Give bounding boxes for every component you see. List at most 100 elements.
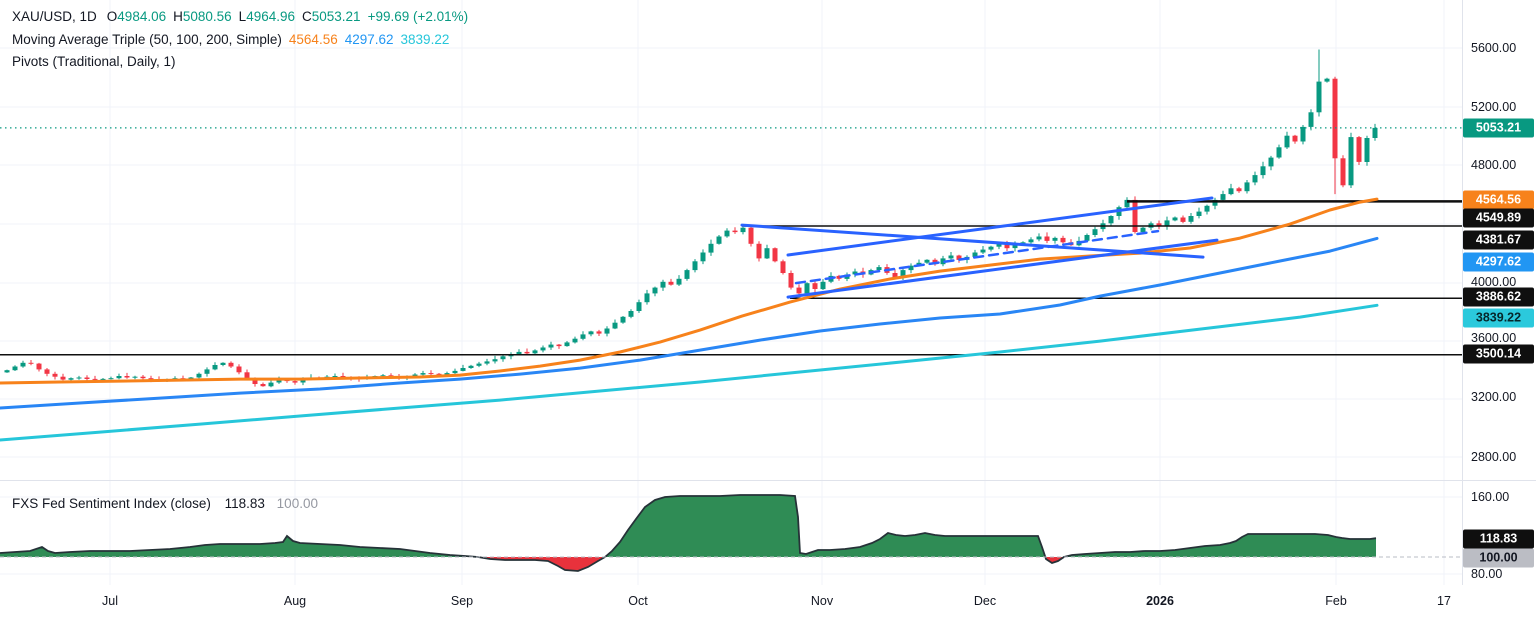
candle — [548, 344, 554, 348]
time-axis-label: Aug — [283, 594, 307, 608]
time-axis-label: Oct — [628, 594, 648, 608]
candle — [620, 316, 626, 323]
candle — [772, 248, 778, 262]
candle — [420, 373, 426, 375]
price-badge: 3839.22 — [1463, 308, 1534, 328]
candle — [660, 281, 666, 288]
candle — [692, 261, 698, 271]
candle — [684, 270, 690, 279]
candle — [108, 378, 114, 380]
candle — [1124, 199, 1130, 208]
candle — [1300, 126, 1306, 142]
price-badge: 4297.62 — [1463, 252, 1534, 272]
candle — [740, 227, 746, 233]
candle — [212, 365, 218, 370]
sentiment-legend-row: FXS Fed Sentiment Index (close) 118.83 1… — [12, 496, 318, 511]
ma-line-200[interactable] — [0, 303, 1379, 442]
candle — [900, 270, 906, 278]
candle — [500, 356, 506, 360]
candle — [956, 255, 962, 260]
candle — [76, 377, 82, 379]
time-axis-label: 17 — [1437, 594, 1451, 608]
candle — [804, 283, 810, 294]
candle — [700, 252, 706, 262]
candle — [1244, 182, 1250, 192]
price-axis[interactable]: 5600.00 5200.00 4800.00 4000.00 3600.00 3200.… — [1462, 0, 1536, 585]
candle — [452, 370, 458, 374]
candle — [1332, 78, 1338, 159]
price-badge: 4564.56 — [1463, 190, 1534, 210]
candle — [532, 350, 538, 354]
candle — [892, 273, 898, 278]
candle — [644, 293, 650, 303]
price-axis-label: 160.00 — [1471, 490, 1510, 504]
ma-legend-row: Moving Average Triple (50, 100, 200, Sim… — [12, 32, 449, 47]
candle — [1180, 217, 1186, 222]
candle — [1036, 236, 1042, 240]
ohlc-number: 5080.56 — [182, 9, 232, 24]
candle — [220, 362, 226, 365]
pane-divider[interactable] — [0, 480, 1536, 481]
candle — [980, 249, 986, 253]
price-badge: 3500.14 — [1463, 344, 1534, 364]
candle — [780, 261, 786, 273]
price-badge: 5053.21 — [1463, 118, 1534, 138]
candle — [1276, 147, 1282, 158]
candle — [276, 379, 282, 383]
candle — [116, 376, 122, 379]
time-axis[interactable]: Jul Aug Sep Oct Nov Dec 2026 Feb 17 — [0, 585, 1536, 621]
ma-indicator-title: Moving Average Triple (50, 100, 200, Sim… — [12, 32, 282, 47]
chart-canvas[interactable] — [0, 0, 1462, 585]
candle — [1308, 112, 1314, 127]
candle — [524, 351, 530, 354]
ohlc-letter: C — [302, 9, 312, 24]
candle — [852, 271, 858, 275]
candle — [36, 363, 42, 370]
ma-line-50[interactable] — [0, 197, 1379, 385]
price-axis-label: 80.00 — [1471, 567, 1503, 581]
candle — [604, 328, 610, 334]
ma-value: 4297.62 — [344, 32, 394, 47]
price-axis-label: 4000.00 — [1471, 275, 1517, 289]
candle — [196, 373, 202, 378]
candle — [20, 362, 26, 367]
ohlc-letter: O — [106, 9, 118, 24]
price-axis-label: 3600.00 — [1471, 331, 1517, 345]
candle — [1372, 127, 1378, 138]
sentiment-area-series — [0, 494, 1462, 572]
time-axis-label: 2026 — [1146, 594, 1174, 608]
candle — [796, 287, 802, 294]
candle — [428, 373, 434, 375]
candle — [556, 344, 562, 347]
trend-line[interactable] — [786, 196, 1214, 257]
time-axis-label: Dec — [973, 594, 997, 608]
sentiment-indicator-title: FXS Fed Sentiment Index (close) — [12, 496, 211, 511]
trend-line[interactable] — [786, 238, 1219, 299]
ma-line-100[interactable] — [0, 236, 1379, 410]
candle — [1028, 239, 1034, 243]
candle — [4, 370, 10, 373]
candle — [1012, 245, 1018, 249]
candle — [460, 368, 466, 371]
price-axis-label: 3200.00 — [1471, 390, 1517, 404]
price-axis-label: 2800.00 — [1471, 450, 1517, 464]
ohlc-letter: H — [173, 9, 183, 24]
candle — [924, 259, 930, 263]
candle — [60, 376, 66, 380]
candle — [1004, 243, 1010, 249]
trend-line[interactable] — [794, 229, 1160, 285]
candle — [492, 359, 498, 362]
candle — [820, 281, 826, 290]
price-badge: 118.83 — [1463, 529, 1534, 549]
candle — [436, 373, 442, 375]
candle — [652, 287, 658, 294]
candle — [340, 376, 346, 378]
candle — [268, 382, 274, 387]
price-axis-label: 4800.00 — [1471, 158, 1517, 172]
candle — [1092, 229, 1098, 235]
pivots-legend-row: Pivots (Traditional, Daily, 1) — [12, 54, 176, 69]
candle — [300, 379, 306, 383]
candle — [1188, 216, 1194, 222]
candle — [1260, 166, 1266, 176]
